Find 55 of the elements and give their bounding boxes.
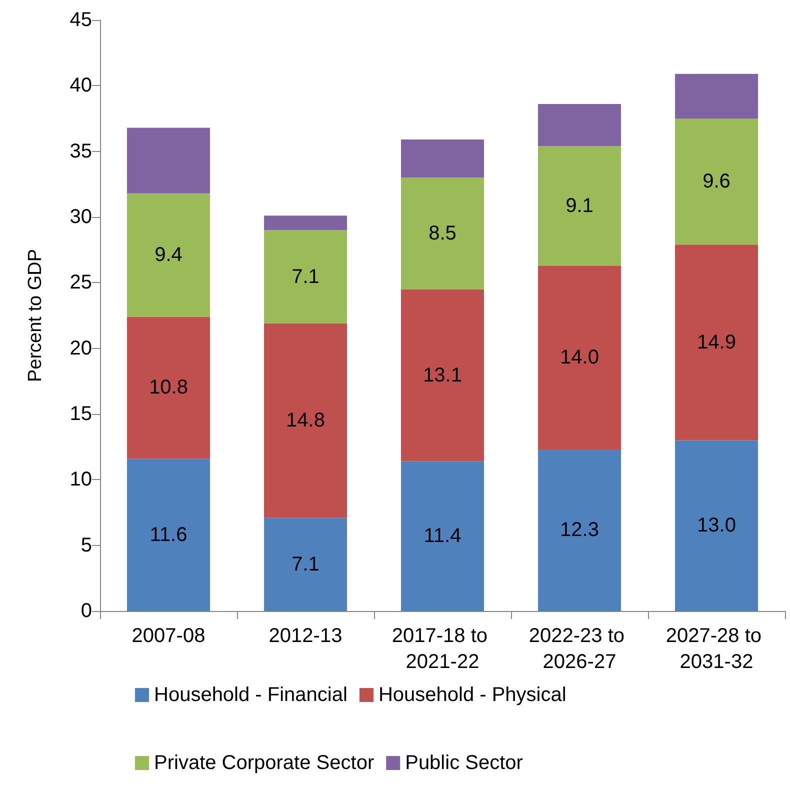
- bar: [264, 518, 347, 611]
- y-tick-label: 20: [70, 337, 92, 360]
- x-tick-label: 2012-13: [268, 625, 342, 647]
- bar: [538, 104, 621, 146]
- legend-label: Public Sector: [405, 752, 524, 774]
- data-label: 11.4: [424, 525, 462, 548]
- y-tick-label: 5: [80, 534, 92, 556]
- x-tick-label: 2022-23 to 2026-27: [528, 625, 630, 673]
- y-tick-label: 40: [70, 74, 92, 97]
- bar: [675, 74, 758, 118]
- y-tick-label: 35: [70, 140, 92, 162]
- data-label: 14.8: [286, 410, 325, 432]
- y-tick-label: 45: [70, 9, 92, 31]
- x-tick-label: 2017-18 to 2021-22: [392, 625, 494, 673]
- bar: [538, 266, 621, 450]
- x-tick-label: 2007-08: [132, 625, 206, 647]
- data-label: 12.3: [560, 519, 599, 542]
- bar: [675, 244, 758, 440]
- data-label: 7.1: [292, 266, 320, 288]
- y-tick-label: 0: [80, 600, 92, 622]
- bar: [538, 449, 621, 611]
- bar: [401, 289, 484, 462]
- data-label: 9.4: [154, 244, 182, 266]
- bar: [264, 323, 347, 518]
- bar: [675, 440, 758, 611]
- y-tick-label: 15: [70, 403, 92, 425]
- y-axis-title: Percent to GDP: [25, 248, 46, 382]
- data-label: 13.1: [423, 364, 462, 386]
- data-label: 8.5: [428, 222, 456, 244]
- legend-label: Household - Financial: [154, 684, 348, 706]
- bar: [127, 316, 210, 459]
- x-tick-label: 2027-28 to 2031-32: [666, 625, 768, 673]
- bar: [538, 146, 621, 266]
- bar: [264, 216, 347, 230]
- bar: [401, 178, 484, 290]
- bar: [401, 140, 484, 178]
- data-label: 7.1: [292, 553, 320, 576]
- bar: [127, 193, 210, 317]
- data-label: 9.6: [702, 170, 730, 193]
- data-label: 14.0: [560, 346, 599, 369]
- legend-label: Household - Physical: [378, 684, 566, 706]
- bar: [127, 458, 210, 611]
- bar: [401, 461, 484, 611]
- y-tick-label: 25: [70, 272, 92, 294]
- data-label: 14.9: [697, 331, 736, 354]
- data-label: 13.0: [697, 514, 736, 537]
- y-tick-label: 10: [70, 468, 92, 491]
- y-tick-label: 30: [70, 206, 92, 228]
- bar: [127, 128, 210, 194]
- data-label: 9.1: [566, 194, 594, 217]
- data-label: 10.8: [149, 376, 188, 399]
- data-label: 11.6: [150, 524, 188, 546]
- legend-label: Private Corporate Sector: [154, 752, 374, 774]
- bar: [675, 118, 758, 245]
- bar: [264, 230, 347, 324]
